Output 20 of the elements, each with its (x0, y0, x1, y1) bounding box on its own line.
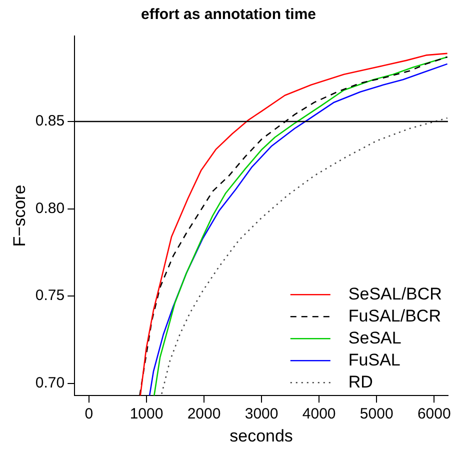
y-axis-title: F−score (10, 184, 29, 247)
line-series (161, 117, 448, 395)
chart-title: effort as annotation time (140, 6, 316, 24)
y-tick-label: 0.75 (35, 287, 65, 304)
x-tick-label: 3000 (244, 406, 278, 423)
y-tick-label: 0.80 (35, 200, 65, 217)
y-tick-label: 0.85 (35, 112, 65, 130)
legend-label: FuSAL (348, 350, 400, 370)
x-tick-label: 6000 (417, 406, 451, 423)
legend-label: SeSAL/BCR (348, 284, 442, 304)
x-tick-label: 1000 (130, 406, 164, 423)
x-axis-title: seconds (230, 426, 293, 446)
legend-label: FuSAL/BCR (348, 306, 441, 326)
x-tick-label: 5000 (360, 406, 394, 423)
x-tick-label: 4000 (302, 406, 336, 423)
x-tick-label: 2000 (187, 406, 221, 423)
y-tick-label: 0.70 (35, 374, 65, 392)
legend-label: RD (348, 372, 373, 392)
x-tick-label: 0 (84, 406, 94, 423)
legend-label: SeSAL (348, 328, 402, 348)
